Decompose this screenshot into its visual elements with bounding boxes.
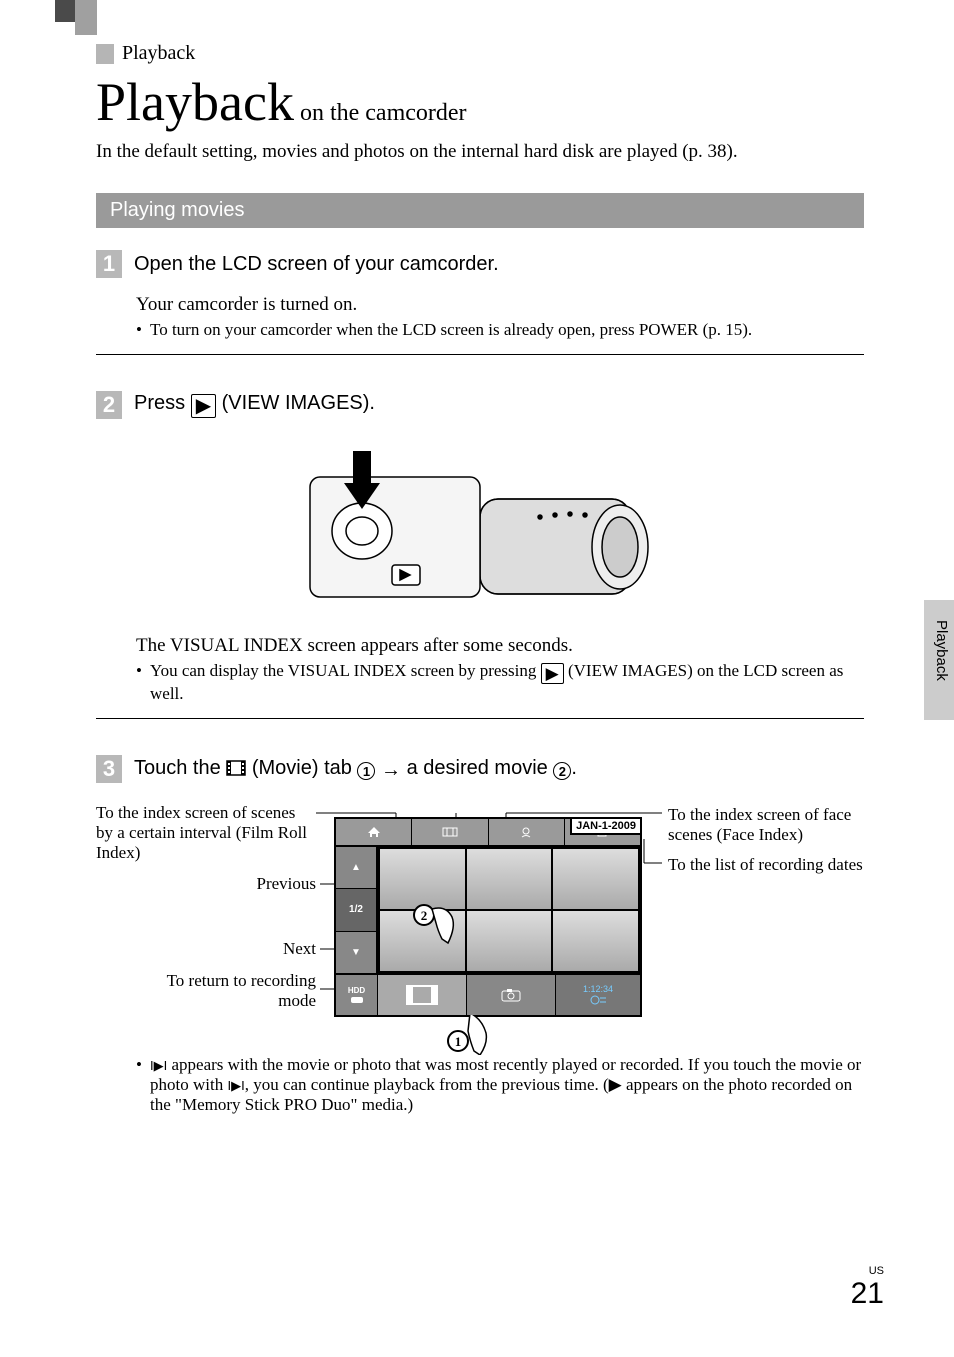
hdd-indicator: HDD bbox=[336, 975, 378, 1015]
step-2-bullet-pre: You can display the VISUAL INDEX screen … bbox=[150, 661, 541, 680]
section-label-row: Playback bbox=[96, 42, 864, 65]
step-2-title-post: (VIEW IMAGES). bbox=[216, 392, 375, 414]
face-tab-icon bbox=[489, 819, 565, 845]
thumbnail bbox=[553, 849, 638, 909]
settings-icon bbox=[589, 994, 607, 1006]
top-tab-dark bbox=[55, 0, 75, 22]
marker-2: 2 bbox=[412, 903, 462, 968]
duration-text: 1:12:34 bbox=[583, 984, 613, 994]
section-marker bbox=[96, 44, 114, 64]
section-header: Playing movies bbox=[96, 193, 864, 228]
movie-tab-icon bbox=[405, 984, 439, 1006]
step-1-text: Your camcorder is turned on. bbox=[136, 294, 864, 316]
section-label: Playback bbox=[122, 42, 195, 65]
camcorder-illustration bbox=[280, 439, 680, 619]
step-1: 1 Open the LCD screen of your camcorder.… bbox=[96, 250, 864, 369]
page-indicator: 1/2 bbox=[336, 889, 376, 931]
vi-side-nav: ▲ 1/2 ▼ bbox=[336, 847, 378, 973]
play-triangle-icon: ▶ bbox=[609, 1075, 622, 1094]
step-2-text: The VISUAL INDEX screen appears after so… bbox=[136, 635, 864, 657]
home-tab-icon bbox=[336, 819, 412, 845]
step-1-header: 1 Open the LCD screen of your camcorder. bbox=[96, 250, 864, 278]
step-3-t-end: . bbox=[571, 757, 577, 779]
step-2-bullet: • You can display the VISUAL INDEX scree… bbox=[136, 661, 864, 704]
thumbnail bbox=[467, 911, 552, 971]
step-1-bullet-text: To turn on your camcorder when the LCD s… bbox=[150, 320, 752, 340]
top-tab-light bbox=[75, 0, 97, 35]
film-roll-tab-icon bbox=[412, 819, 488, 845]
step-3-t-mid: (Movie) tab bbox=[246, 757, 357, 779]
thumbnail bbox=[553, 911, 638, 971]
skip-marker-icon: I▶I bbox=[150, 1058, 167, 1073]
step-3-header: 3 Touch the (Movie) tab 1 → a desired mo… bbox=[96, 755, 864, 783]
movie-tab-bottom bbox=[378, 975, 467, 1015]
movie-icon bbox=[226, 760, 246, 776]
svg-text:2: 2 bbox=[421, 908, 428, 923]
page-footer: US 21 bbox=[851, 1265, 884, 1311]
step-3-t-pre: Touch the bbox=[134, 757, 226, 779]
step-2-bullet-text: You can display the VISUAL INDEX screen … bbox=[150, 661, 864, 704]
time-settings: 1:12:34 bbox=[556, 975, 640, 1015]
title-sub: on the camcorder bbox=[294, 100, 467, 126]
divider bbox=[96, 718, 864, 719]
prev-page-icon: ▲ bbox=[336, 847, 376, 889]
step-3-t-mid2: a desired movie bbox=[407, 757, 554, 779]
step-3-bullet: • I▶I appears with the movie or photo th… bbox=[136, 1055, 864, 1115]
vi-mid: ▲ 1/2 ▼ bbox=[336, 847, 640, 973]
page-title: Playback on the camcorder bbox=[96, 71, 864, 133]
region-label: US bbox=[851, 1265, 884, 1277]
next-page-icon: ▼ bbox=[336, 932, 376, 973]
thumbnail bbox=[467, 849, 552, 909]
step-2-number: 2 bbox=[96, 391, 122, 419]
play-icon: ▶ bbox=[541, 663, 564, 684]
visual-index-diagram: To the index screen of scenes by a certa… bbox=[96, 799, 864, 1039]
thumbnail bbox=[380, 849, 465, 909]
intro-text: In the default setting, movies and photo… bbox=[96, 141, 864, 163]
step-2-title: Press ▶ (VIEW IMAGES). bbox=[134, 392, 375, 418]
step-3-title: Touch the (Movie) tab 1 → a desired movi… bbox=[134, 757, 577, 782]
circled-2-icon: 2 bbox=[553, 762, 571, 780]
side-tab-label: Playback bbox=[933, 620, 950, 681]
step-3-b-mid: , you can continue playback from the pre… bbox=[245, 1075, 609, 1094]
step-3-number: 3 bbox=[96, 755, 122, 783]
hdd-text: HDD bbox=[348, 986, 365, 995]
step-3-bullet-text: I▶I appears with the movie or photo that… bbox=[150, 1055, 864, 1115]
vi-date-label: JAN-1-2009 bbox=[570, 817, 642, 835]
title-main: Playback bbox=[96, 72, 294, 132]
page-number: 21 bbox=[851, 1277, 884, 1311]
bullet-dot-icon: • bbox=[136, 661, 150, 704]
marker-1: 1 bbox=[446, 1015, 496, 1060]
step-1-bullet: • To turn on your camcorder when the LCD… bbox=[136, 320, 864, 340]
visual-index-screen: JAN-1-2009 ▲ 1/2 ▼ bbox=[334, 817, 642, 1017]
vi-bottom-bar: HDD 1:12:34 bbox=[336, 973, 640, 1015]
step-2-header: 2 Press ▶ (VIEW IMAGES). bbox=[96, 391, 864, 419]
return-icon bbox=[348, 995, 366, 1005]
step-2-body: The VISUAL INDEX screen appears after so… bbox=[136, 635, 864, 704]
bullet-dot-icon: • bbox=[136, 1055, 150, 1115]
photo-tab-bottom bbox=[467, 975, 556, 1015]
bullet-dot-icon: • bbox=[136, 320, 150, 340]
camera-icon bbox=[501, 988, 521, 1002]
svg-text:1: 1 bbox=[455, 1034, 462, 1049]
arrow-right-icon: → bbox=[375, 759, 406, 781]
divider bbox=[96, 354, 864, 355]
step-2: 2 Press ▶ (VIEW IMAGES). bbox=[96, 391, 864, 733]
step-1-number: 1 bbox=[96, 250, 122, 278]
step-1-body: Your camcorder is turned on. • To turn o… bbox=[136, 294, 864, 340]
step-3: 3 Touch the (Movie) tab 1 → a desired mo… bbox=[96, 755, 864, 1129]
step-1-title: Open the LCD screen of your camcorder. bbox=[134, 253, 499, 276]
play-icon: ▶ bbox=[191, 394, 216, 418]
page-content: Playback Playback on the camcorder In th… bbox=[0, 0, 954, 1129]
skip-marker-icon: I▶I bbox=[227, 1078, 244, 1093]
step-2-title-pre: Press bbox=[134, 392, 191, 414]
step-3-body: • I▶I appears with the movie or photo th… bbox=[136, 1055, 864, 1115]
circled-1-icon: 1 bbox=[357, 762, 375, 780]
